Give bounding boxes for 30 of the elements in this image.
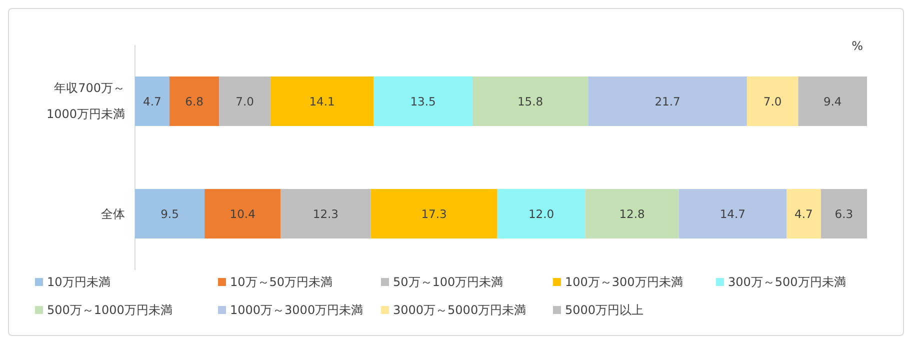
data-label: 7.0 — [763, 94, 782, 108]
data-label: 15.8 — [517, 94, 544, 108]
legend-label: 500万～1000万円未満 — [47, 303, 172, 317]
data-label: 9.4 — [823, 94, 842, 108]
legend-label: 50万～100万円未満 — [393, 275, 504, 289]
y-tick-label: 全体 — [101, 206, 125, 223]
data-label: 21.7 — [654, 94, 680, 108]
data-label: 7.0 — [236, 94, 254, 108]
data-label: 12.8 — [619, 206, 645, 221]
data-label: 4.7 — [143, 94, 162, 108]
data-label: 10.4 — [230, 206, 256, 221]
data-label: 17.3 — [421, 206, 447, 221]
data-label: 6.8 — [185, 94, 204, 108]
data-label: 12.3 — [312, 206, 338, 221]
annotation: % — [852, 39, 863, 53]
legend-label: 3000万～5000万円未満 — [393, 303, 526, 317]
data-label: 9.5 — [160, 206, 179, 221]
data-label: 14.1 — [309, 94, 335, 108]
legend-label: 300万～500万円未満 — [728, 275, 846, 289]
legend-label: 1000万～3000万円未満 — [230, 303, 364, 317]
legend-label: 10万円未満 — [47, 275, 110, 289]
legend-label: 100万～300万円未満 — [565, 275, 683, 289]
data-label: 4.7 — [794, 206, 813, 221]
data-label: 12.0 — [528, 206, 554, 221]
y-tick-label: 年収700万～1000万円未満 — [45, 80, 125, 124]
data-label: 13.5 — [410, 94, 436, 108]
legend-label: 5000万円以上 — [565, 303, 644, 317]
data-label: 14.7 — [720, 206, 746, 221]
legend-label: 10万～50万円未満 — [230, 275, 333, 289]
data-label: 6.3 — [834, 206, 854, 221]
